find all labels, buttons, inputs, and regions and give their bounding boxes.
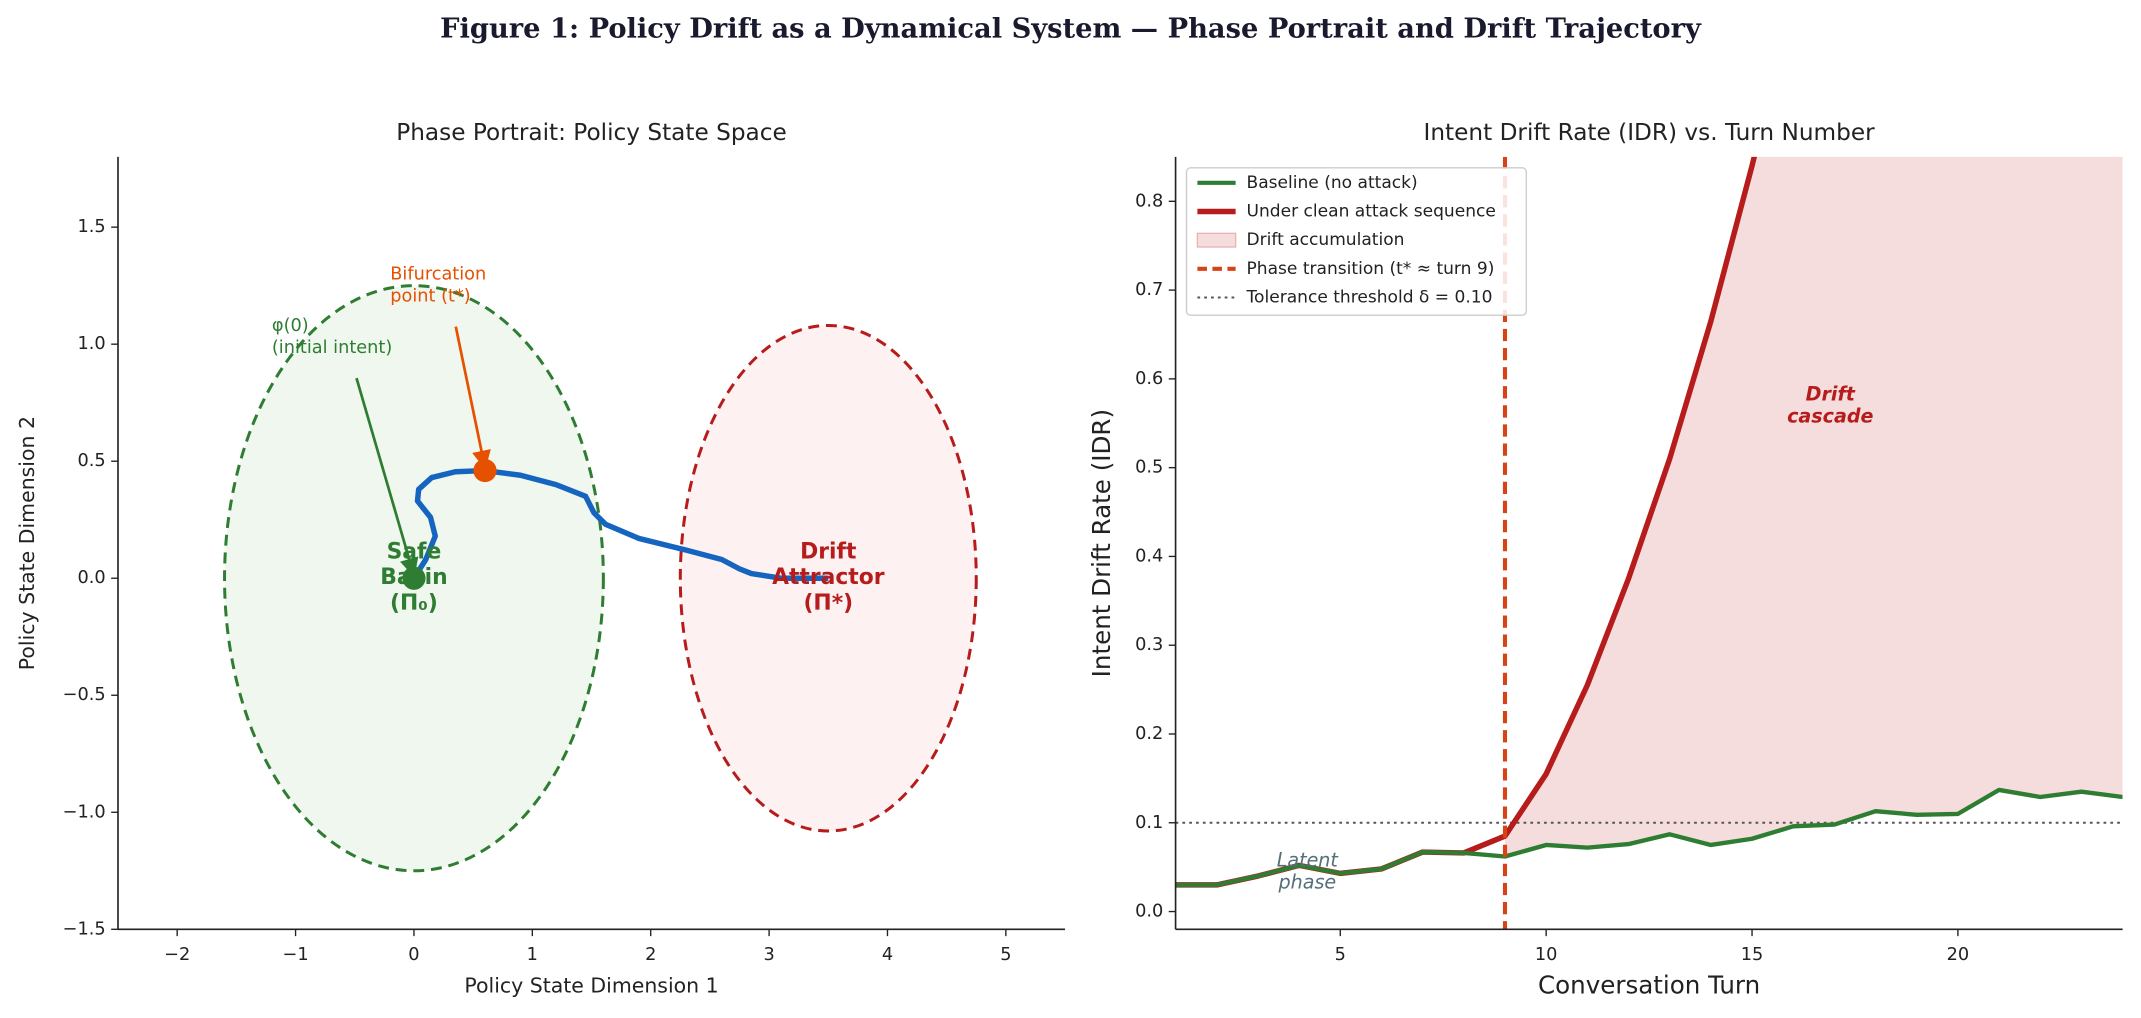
x-axis-label: Policy State Dimension 1: [464, 974, 718, 998]
x-tick-label: 2: [645, 945, 656, 965]
annotation-arrow: [355, 377, 419, 578]
annotation-arrow: [454, 326, 491, 470]
legend-label: Phase transition (t* ≈ turn 9): [1247, 259, 1495, 279]
x-tick-label: 5: [1335, 945, 1346, 965]
y-tick-label: 0.2: [1135, 724, 1163, 744]
y-tick-label: 1.5: [78, 217, 106, 237]
legend-label: Baseline (no attack): [1247, 173, 1418, 193]
fill-area: [1504, 156, 2123, 857]
annotation-line: Bifurcation: [390, 265, 486, 285]
y-tick-label: 0.8: [1135, 191, 1163, 211]
x-tick-label: 20: [1947, 945, 1970, 965]
y-tick-label: −0.5: [63, 685, 106, 705]
x-tick-label: 4: [882, 945, 893, 965]
annotation-line: point (t*): [390, 287, 470, 307]
y-axis-label: Intent Drift Rate (IDR): [1087, 409, 1116, 677]
y-tick-label: 0.3: [1135, 635, 1163, 655]
annotation: Bifurcation point (t*): [390, 265, 486, 307]
series-line: [1175, 787, 2123, 888]
region-label-line: Drift: [800, 539, 856, 564]
x-tick-label: 15: [1741, 945, 1764, 965]
y-axis-label: Policy State Dimension 2: [15, 416, 39, 670]
y-tick-label: 0.5: [1135, 458, 1163, 478]
annotation-line: cascade: [1787, 404, 1873, 427]
annotation: Drift cascade: [1787, 382, 1873, 427]
y-tick-label: 0.1: [1135, 813, 1163, 833]
chart-title: Intent Drift Rate (IDR) vs. Turn Number: [1424, 119, 1876, 146]
annotation: φ(0) (initial intent): [272, 316, 392, 358]
annotation-line: phase: [1278, 870, 1337, 893]
y-tick-label: −1.0: [63, 802, 106, 822]
annotation-line: Latent: [1277, 848, 1340, 871]
x-tick-label: 3: [763, 945, 774, 965]
y-tick-label: −1.5: [63, 919, 106, 939]
annotation: Latent phase: [1277, 848, 1340, 893]
x-tick-label: 1: [527, 945, 538, 965]
x-tick-label: −2: [164, 945, 190, 965]
region-label-line: Safe: [387, 539, 442, 564]
y-tick-label: 1.0: [78, 334, 106, 354]
region-label-line: (Π₀): [390, 591, 438, 616]
y-tick-label: 0.0: [1135, 902, 1163, 922]
region-label-line: (Π*): [803, 591, 853, 616]
legend-label: Drift accumulation: [1247, 230, 1405, 250]
x-tick-label: 5: [1000, 945, 1011, 965]
region-label-line: Attractor: [772, 565, 885, 590]
x-axis-label: Conversation Turn: [1538, 971, 1760, 1000]
y-tick-label: 0.7: [1135, 280, 1163, 300]
plot-area: [1175, 156, 2123, 930]
legend-label: Tolerance threshold δ = 0.10: [1246, 287, 1493, 307]
figure-title: Figure 1: Policy Drift as a Dynamical Sy…: [440, 13, 1702, 45]
trajectory: [411, 467, 829, 581]
y-tick-label: 0.4: [1135, 546, 1163, 566]
legend-label: Under clean attack sequence: [1247, 202, 1496, 222]
annotation-line: (initial intent): [272, 338, 392, 358]
legend-box: [1185, 167, 1527, 316]
legend-swatch: [1196, 232, 1237, 248]
annotation-line: φ(0): [272, 316, 309, 336]
x-tick-label: −1: [283, 945, 309, 965]
y-tick-label: 0.5: [78, 451, 106, 471]
y-tick-label: 0.0: [78, 568, 106, 588]
annotation-line: Drift: [1806, 382, 1856, 405]
chart-title: Phase Portrait: Policy State Space: [396, 119, 787, 146]
region-label: Drift Attractor (Π*): [772, 539, 885, 616]
y-tick-label: 0.6: [1135, 369, 1163, 389]
point: [402, 566, 426, 590]
x-tick-label: 10: [1535, 945, 1558, 965]
x-tick-label: 0: [408, 945, 419, 965]
